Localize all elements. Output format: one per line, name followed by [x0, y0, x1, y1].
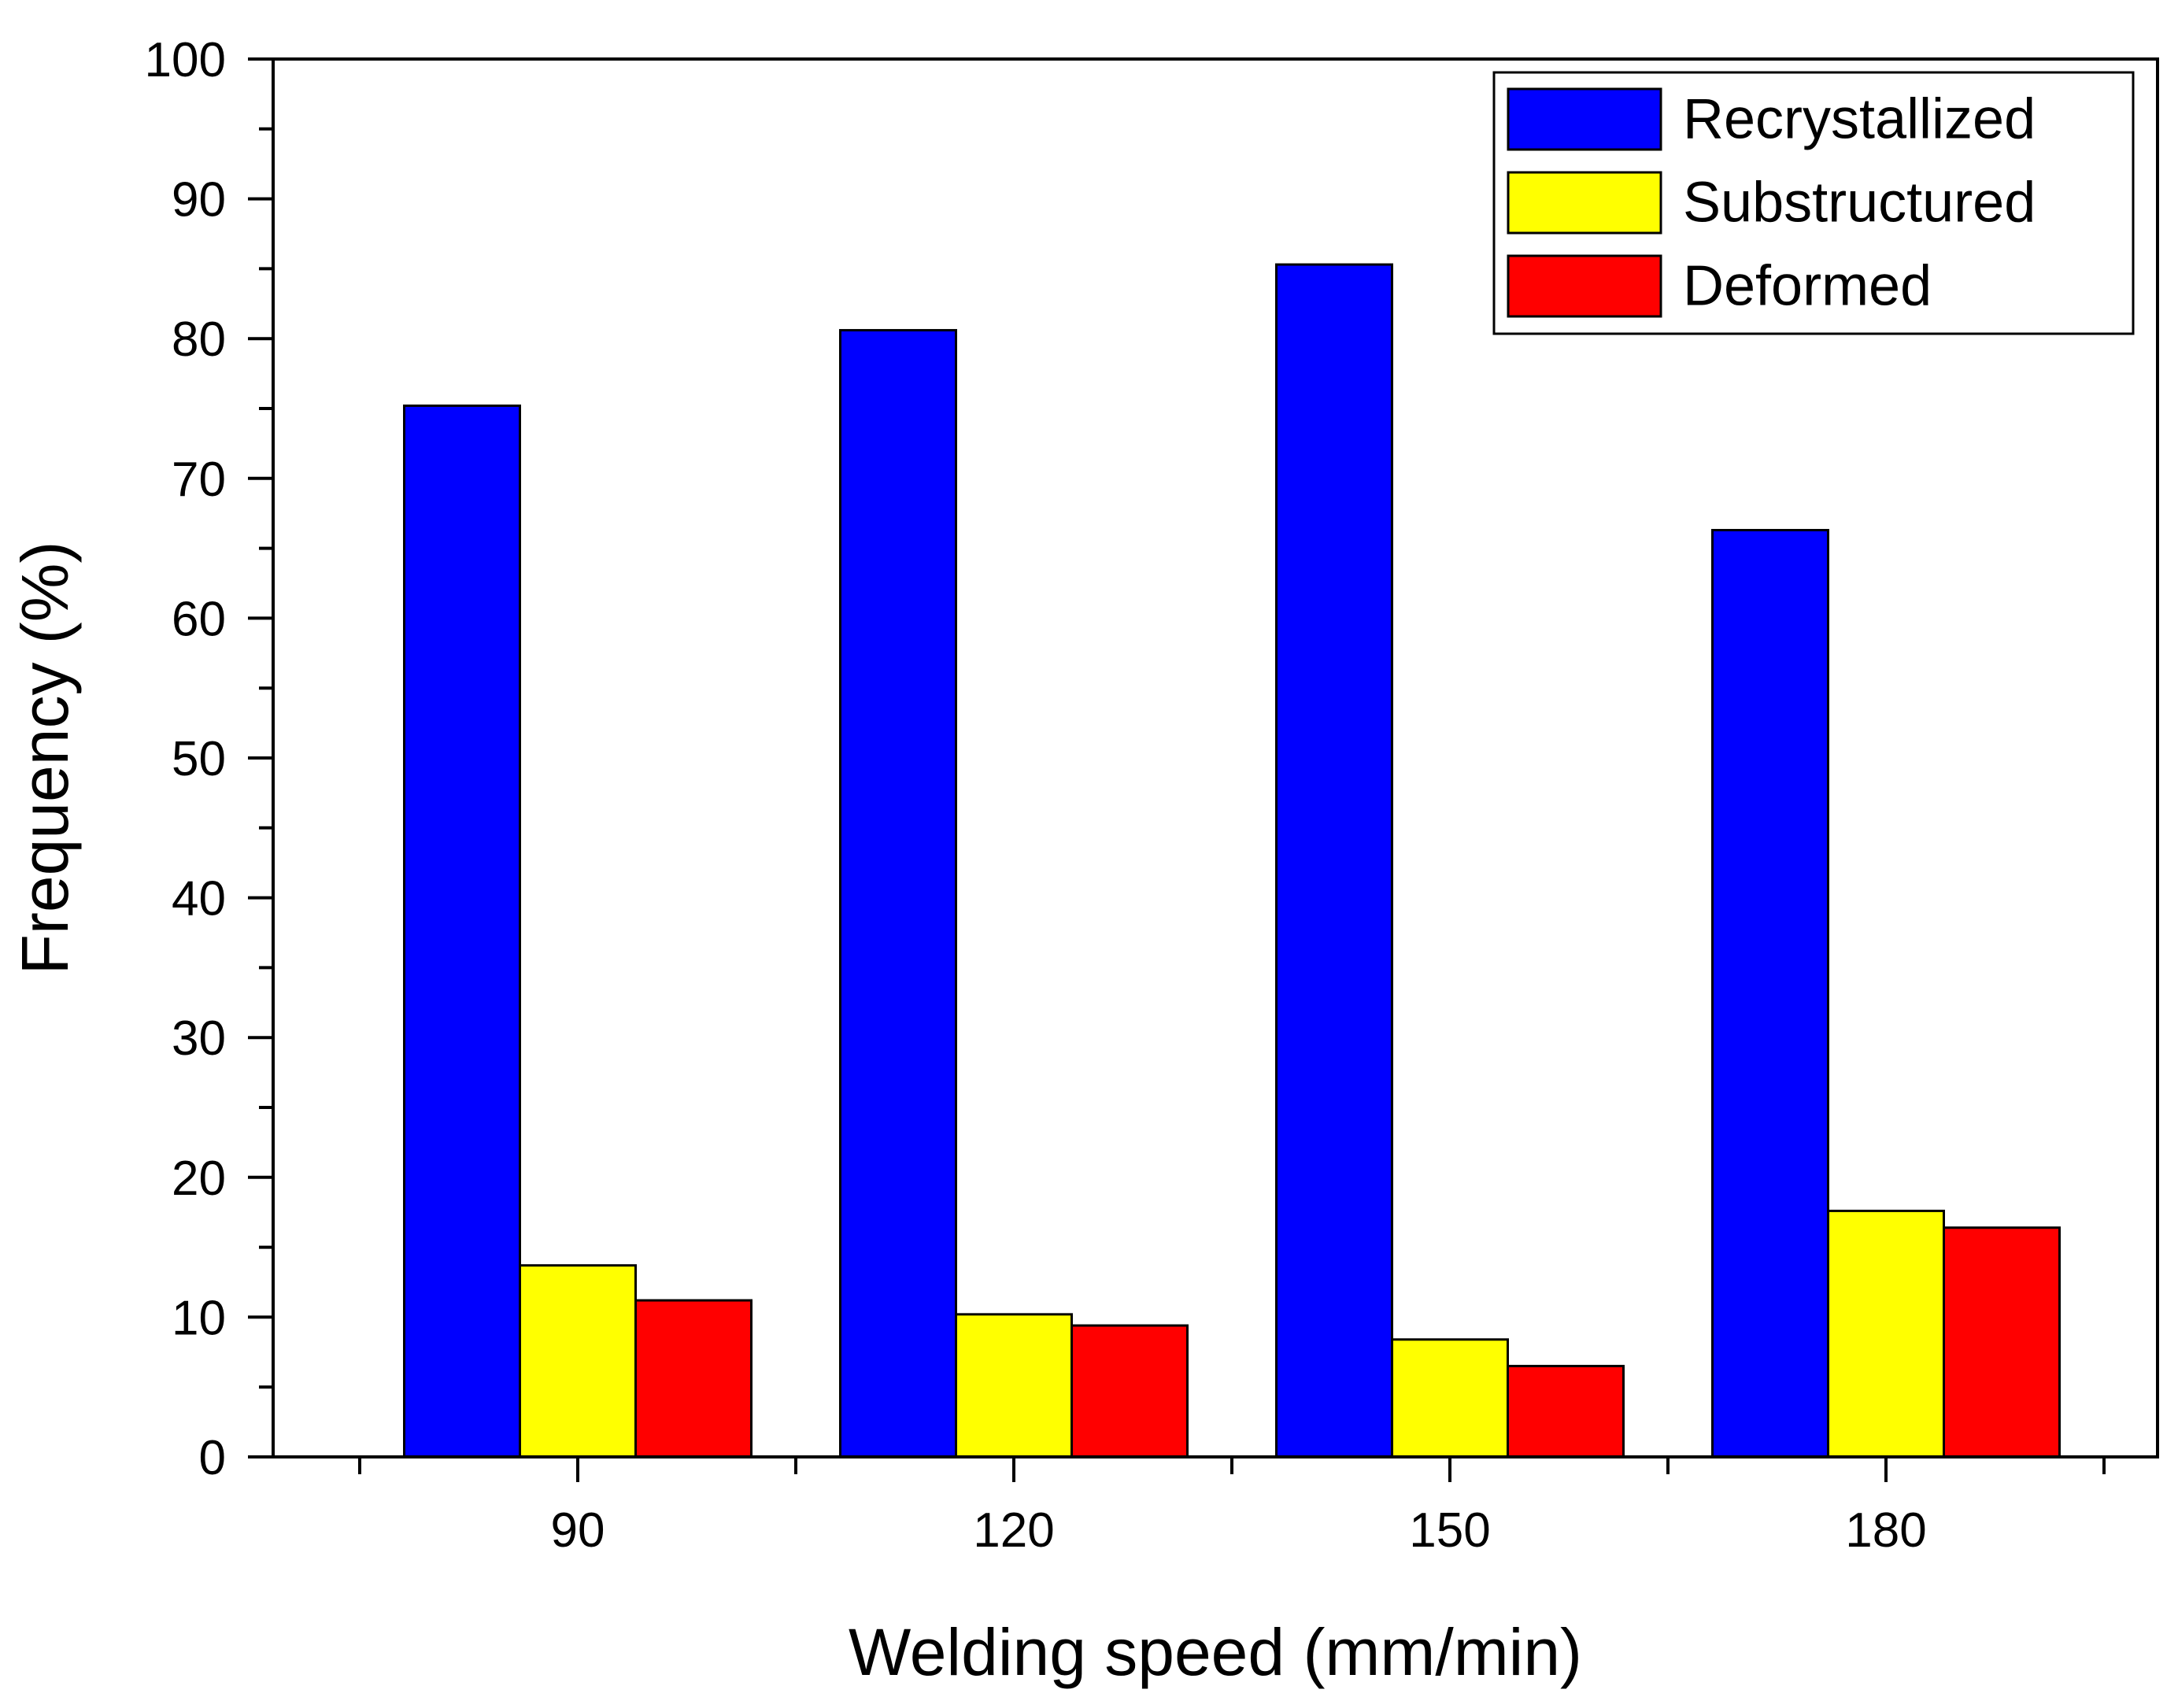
- y-axis-title: Frequency (%): [8, 542, 82, 975]
- x-axis-title: Welding speed (mm/min): [849, 1615, 1582, 1689]
- y-tick-label: 10: [172, 1291, 226, 1345]
- y-tick-label: 50: [172, 732, 226, 786]
- y-tick-label: 90: [172, 173, 226, 227]
- legend-swatch-deformed: [1507, 254, 1662, 318]
- bar-recrystallized-90: [403, 404, 521, 1458]
- legend: Recrystallized Substructured Deformed: [1492, 71, 2135, 335]
- bar-substructured-120: [955, 1313, 1073, 1458]
- x-tick-label: 90: [551, 1503, 605, 1558]
- bar-deformed-120: [1071, 1324, 1189, 1458]
- y-tick-label: 30: [172, 1011, 226, 1066]
- x-tick-label: 150: [1409, 1503, 1490, 1558]
- y-tick-label: 60: [172, 592, 226, 646]
- y-tick-label: 0: [199, 1431, 226, 1485]
- bar-recrystallized-120: [839, 329, 957, 1458]
- bar-deformed-90: [634, 1299, 753, 1458]
- legend-label-recrystallized: Recrystallized: [1683, 88, 2036, 151]
- y-tick-label: 100: [145, 33, 226, 87]
- legend-swatch-substructured: [1507, 171, 1662, 235]
- x-tick-label: 120: [973, 1503, 1054, 1558]
- legend-label-deformed: Deformed: [1683, 255, 1932, 318]
- y-tick-label: 70: [172, 453, 226, 507]
- bar-substructured-180: [1827, 1209, 1945, 1458]
- legend-label-substructured: Substructured: [1683, 172, 2036, 235]
- bar-substructured-150: [1391, 1338, 1509, 1458]
- y-tick-label: 40: [172, 872, 226, 926]
- x-axis: 90 120 150 180: [358, 1457, 2106, 1558]
- bar-deformed-150: [1507, 1365, 1625, 1458]
- legend-swatch-recrystallized: [1507, 87, 1662, 151]
- bar-substructured-90: [519, 1264, 637, 1458]
- bars-layer: [403, 263, 2061, 1458]
- y-axis: 0 10 20 30 40 50 60 70 80 90 100: [145, 33, 273, 1485]
- y-tick-label: 80: [172, 312, 226, 367]
- bar-deformed-180: [1943, 1226, 2061, 1458]
- bar-recrystallized-180: [1711, 529, 1829, 1458]
- legend-items: Recrystallized Substructured Deformed: [1507, 87, 2036, 318]
- bar-recrystallized-150: [1275, 263, 1393, 1458]
- y-tick-label: 20: [172, 1152, 226, 1206]
- x-tick-label: 180: [1845, 1503, 1926, 1558]
